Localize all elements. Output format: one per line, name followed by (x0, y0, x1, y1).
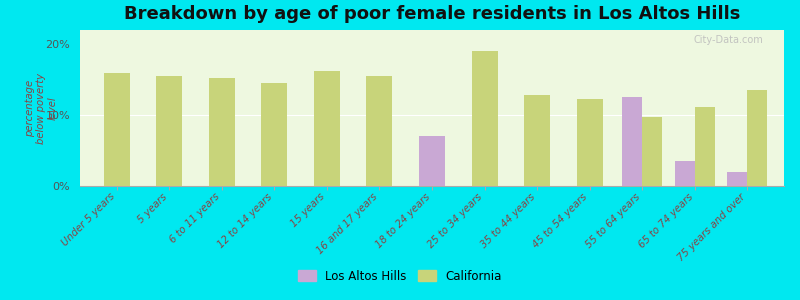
Bar (622, 98, 642, 186)
Bar (419, 136, 445, 186)
Bar (577, 100, 602, 186)
Bar (471, 51, 498, 186)
Bar (674, 161, 694, 186)
Title: Breakdown by age of poor female residents in Los Altos Hills: Breakdown by age of poor female resident… (124, 5, 740, 23)
Bar (727, 172, 747, 186)
Bar (262, 83, 287, 186)
Bar (314, 71, 340, 186)
Bar (524, 95, 550, 186)
Legend: Los Altos Hills, California: Los Altos Hills, California (298, 269, 502, 283)
Bar (747, 90, 767, 186)
Bar (694, 106, 714, 186)
Bar (104, 73, 130, 186)
Y-axis label: percentage
below poverty
level: percentage below poverty level (25, 73, 58, 143)
Bar (366, 76, 393, 186)
Bar (209, 77, 235, 186)
Bar (156, 76, 182, 186)
Bar (642, 116, 662, 186)
Text: City-Data.com: City-Data.com (693, 35, 763, 45)
